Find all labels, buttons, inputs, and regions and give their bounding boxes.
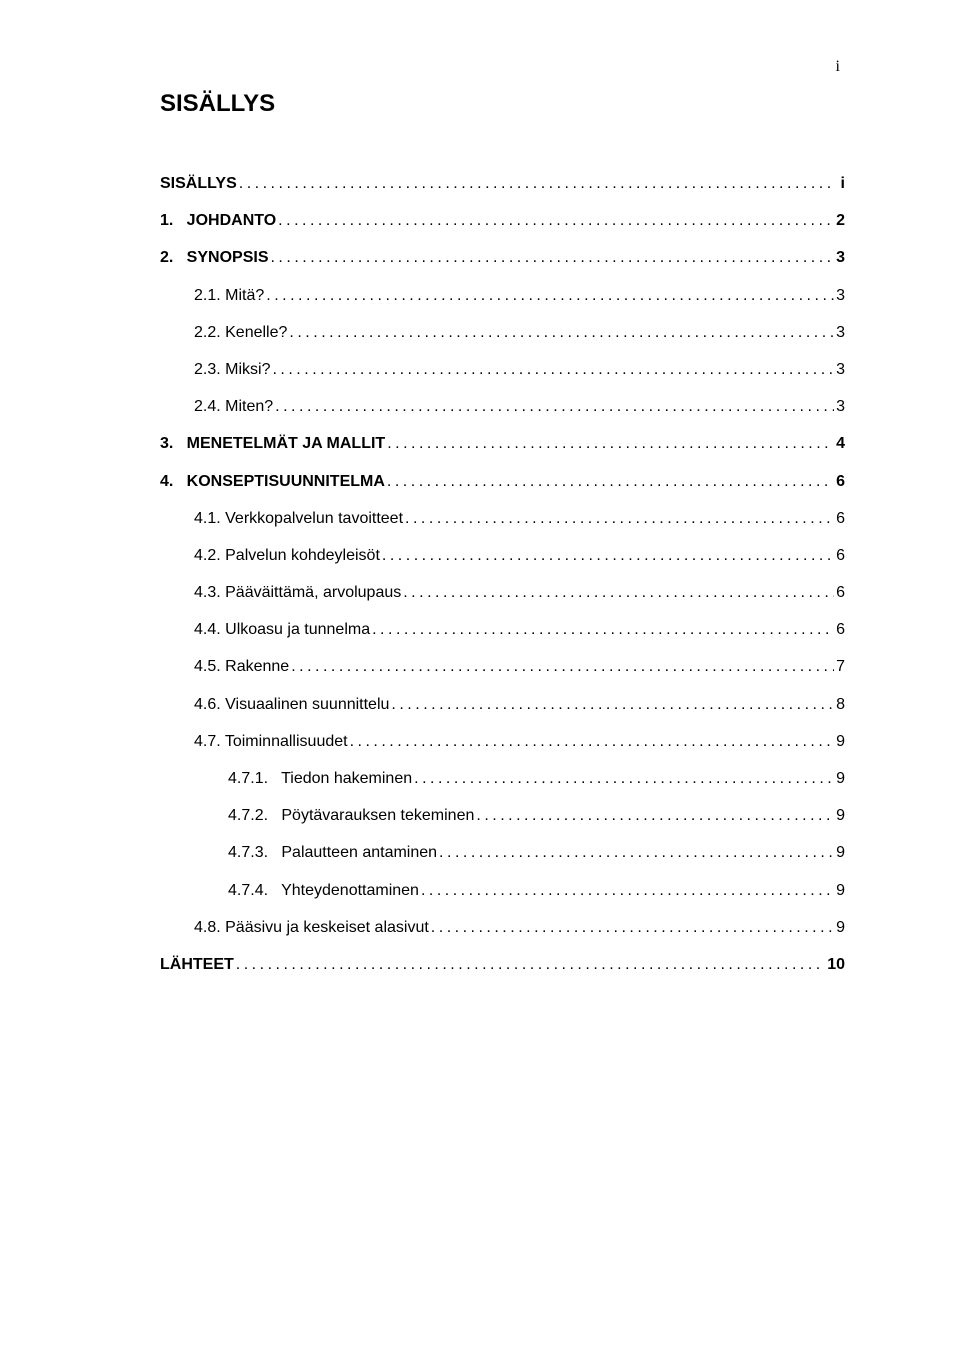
toc-leader-dots (278, 211, 829, 230)
toc-entry-page: 9 (836, 918, 845, 937)
toc-entry-label: 1. JOHDANTO (160, 211, 276, 230)
toc-leader-dots (275, 397, 834, 416)
toc-entry-label: 4.1. Verkkopalvelun tavoitteet (160, 509, 403, 528)
toc-entry-page: 6 (836, 583, 845, 602)
toc-leader-dots (387, 472, 830, 491)
toc-entry: 4.7.1. Tiedon hakeminen 9 (160, 769, 845, 788)
toc-leader-dots (372, 620, 834, 639)
table-of-contents: SISÄLLYS i1. JOHDANTO 22. SYNOPSIS 32.1.… (160, 174, 845, 974)
toc-entry-label: 4.5. Rakenne (160, 657, 289, 676)
toc-entry: 4.5. Rakenne 7 (160, 657, 845, 676)
toc-entry: 4.7. Toiminnallisuudet 9 (160, 732, 845, 751)
toc-entry-page: 3 (836, 360, 845, 379)
toc-entry-label: 2.2. Kenelle? (160, 323, 287, 342)
toc-leader-dots (239, 174, 834, 193)
toc-entry-page: 6 (836, 546, 845, 565)
toc-leader-dots (266, 286, 834, 305)
toc-leader-dots (391, 695, 834, 714)
toc-leader-dots (403, 583, 834, 602)
toc-entry-label: 4.7.3. Palautteen antaminen (160, 843, 437, 862)
toc-entry-label: 2.1. Mitä? (160, 286, 264, 305)
toc-entry-label: 4.8. Pääsivu ja keskeiset alasivut (160, 918, 429, 937)
toc-entry-label: 2. SYNOPSIS (160, 248, 268, 267)
toc-leader-dots (270, 248, 829, 267)
toc-leader-dots (414, 769, 834, 788)
toc-entry-page: 3 (836, 323, 845, 342)
toc-entry-page: 10 (823, 955, 845, 974)
toc-entry-label: 4.2. Palvelun kohdeyleisöt (160, 546, 380, 565)
toc-entry: 2. SYNOPSIS 3 (160, 248, 845, 267)
toc-entry: LÄHTEET 10 (160, 955, 845, 974)
toc-entry-label: SISÄLLYS (160, 174, 237, 193)
toc-entry-page: 7 (836, 657, 845, 676)
toc-entry-label: 2.4. Miten? (160, 397, 273, 416)
toc-entry: 4.7.2. Pöytävarauksen tekeminen 9 (160, 806, 845, 825)
toc-entry-page: 3 (836, 397, 845, 416)
toc-leader-dots (421, 881, 834, 900)
toc-leader-dots (350, 732, 835, 751)
toc-entry: 4.4. Ulkoasu ja tunnelma 6 (160, 620, 845, 639)
toc-entry-page: 9 (836, 732, 845, 751)
toc-entry-label: 3. MENETELMÄT JA MALLIT (160, 434, 385, 453)
toc-leader-dots (272, 360, 834, 379)
toc-entry: 4. KONSEPTISUUNNITELMA 6 (160, 472, 845, 491)
toc-leader-dots (289, 323, 834, 342)
toc-entry-label: 4.7.2. Pöytävarauksen tekeminen (160, 806, 474, 825)
toc-entry-page: 6 (832, 472, 845, 491)
toc-entry-label: 4.7.4. Yhteydenottaminen (160, 881, 419, 900)
toc-entry-label: 4.4. Ulkoasu ja tunnelma (160, 620, 370, 639)
toc-entry-page: 2 (832, 211, 845, 230)
toc-entry: 4.7.3. Palautteen antaminen 9 (160, 843, 845, 862)
toc-leader-dots (291, 657, 834, 676)
toc-entry-label: 2.3. Miksi? (160, 360, 270, 379)
toc-entry: 1. JOHDANTO 2 (160, 211, 845, 230)
toc-entry: 2.1. Mitä? 3 (160, 286, 845, 305)
toc-entry: 4.6. Visuaalinen suunnittelu 8 (160, 695, 845, 714)
page-title: SISÄLLYS (160, 90, 845, 118)
toc-entry-label: 4.7. Toiminnallisuudet (160, 732, 348, 751)
toc-leader-dots (405, 509, 834, 528)
toc-entry: 4.3. Pääväittämä, arvolupaus 6 (160, 583, 845, 602)
toc-entry-label: 4. KONSEPTISUUNNITELMA (160, 472, 385, 491)
toc-leader-dots (382, 546, 834, 565)
toc-entry-label: 4.6. Visuaalinen suunnittelu (160, 695, 389, 714)
toc-entry-label: 4.3. Pääväittämä, arvolupaus (160, 583, 401, 602)
toc-entry: 2.2. Kenelle? 3 (160, 323, 845, 342)
toc-entry-page: 3 (836, 286, 845, 305)
toc-leader-dots (439, 843, 834, 862)
toc-entry-page: 9 (836, 881, 845, 900)
toc-leader-dots (387, 434, 829, 453)
toc-entry-page: 3 (832, 248, 845, 267)
toc-entry: 3. MENETELMÄT JA MALLIT 4 (160, 434, 845, 453)
toc-entry-label: 4.7.1. Tiedon hakeminen (160, 769, 412, 788)
toc-entry: 4.1. Verkkopalvelun tavoitteet 6 (160, 509, 845, 528)
page-number-top: i (836, 58, 840, 76)
toc-entry-page: i (836, 174, 845, 193)
toc-leader-dots (431, 918, 834, 937)
toc-leader-dots (476, 806, 834, 825)
toc-entry-page: 9 (836, 843, 845, 862)
toc-entry-label: LÄHTEET (160, 955, 234, 974)
toc-entry-page: 6 (836, 620, 845, 639)
toc-entry-page: 6 (836, 509, 845, 528)
toc-entry-page: 8 (836, 695, 845, 714)
toc-entry: 4.8. Pääsivu ja keskeiset alasivut 9 (160, 918, 845, 937)
toc-entry: SISÄLLYS i (160, 174, 845, 193)
toc-leader-dots (236, 955, 821, 974)
toc-entry-page: 4 (832, 434, 845, 453)
toc-entry-page: 9 (836, 806, 845, 825)
toc-entry: 2.3. Miksi? 3 (160, 360, 845, 379)
toc-entry-page: 9 (836, 769, 845, 788)
toc-entry: 2.4. Miten? 3 (160, 397, 845, 416)
toc-entry: 4.2. Palvelun kohdeyleisöt 6 (160, 546, 845, 565)
toc-entry: 4.7.4. Yhteydenottaminen 9 (160, 881, 845, 900)
